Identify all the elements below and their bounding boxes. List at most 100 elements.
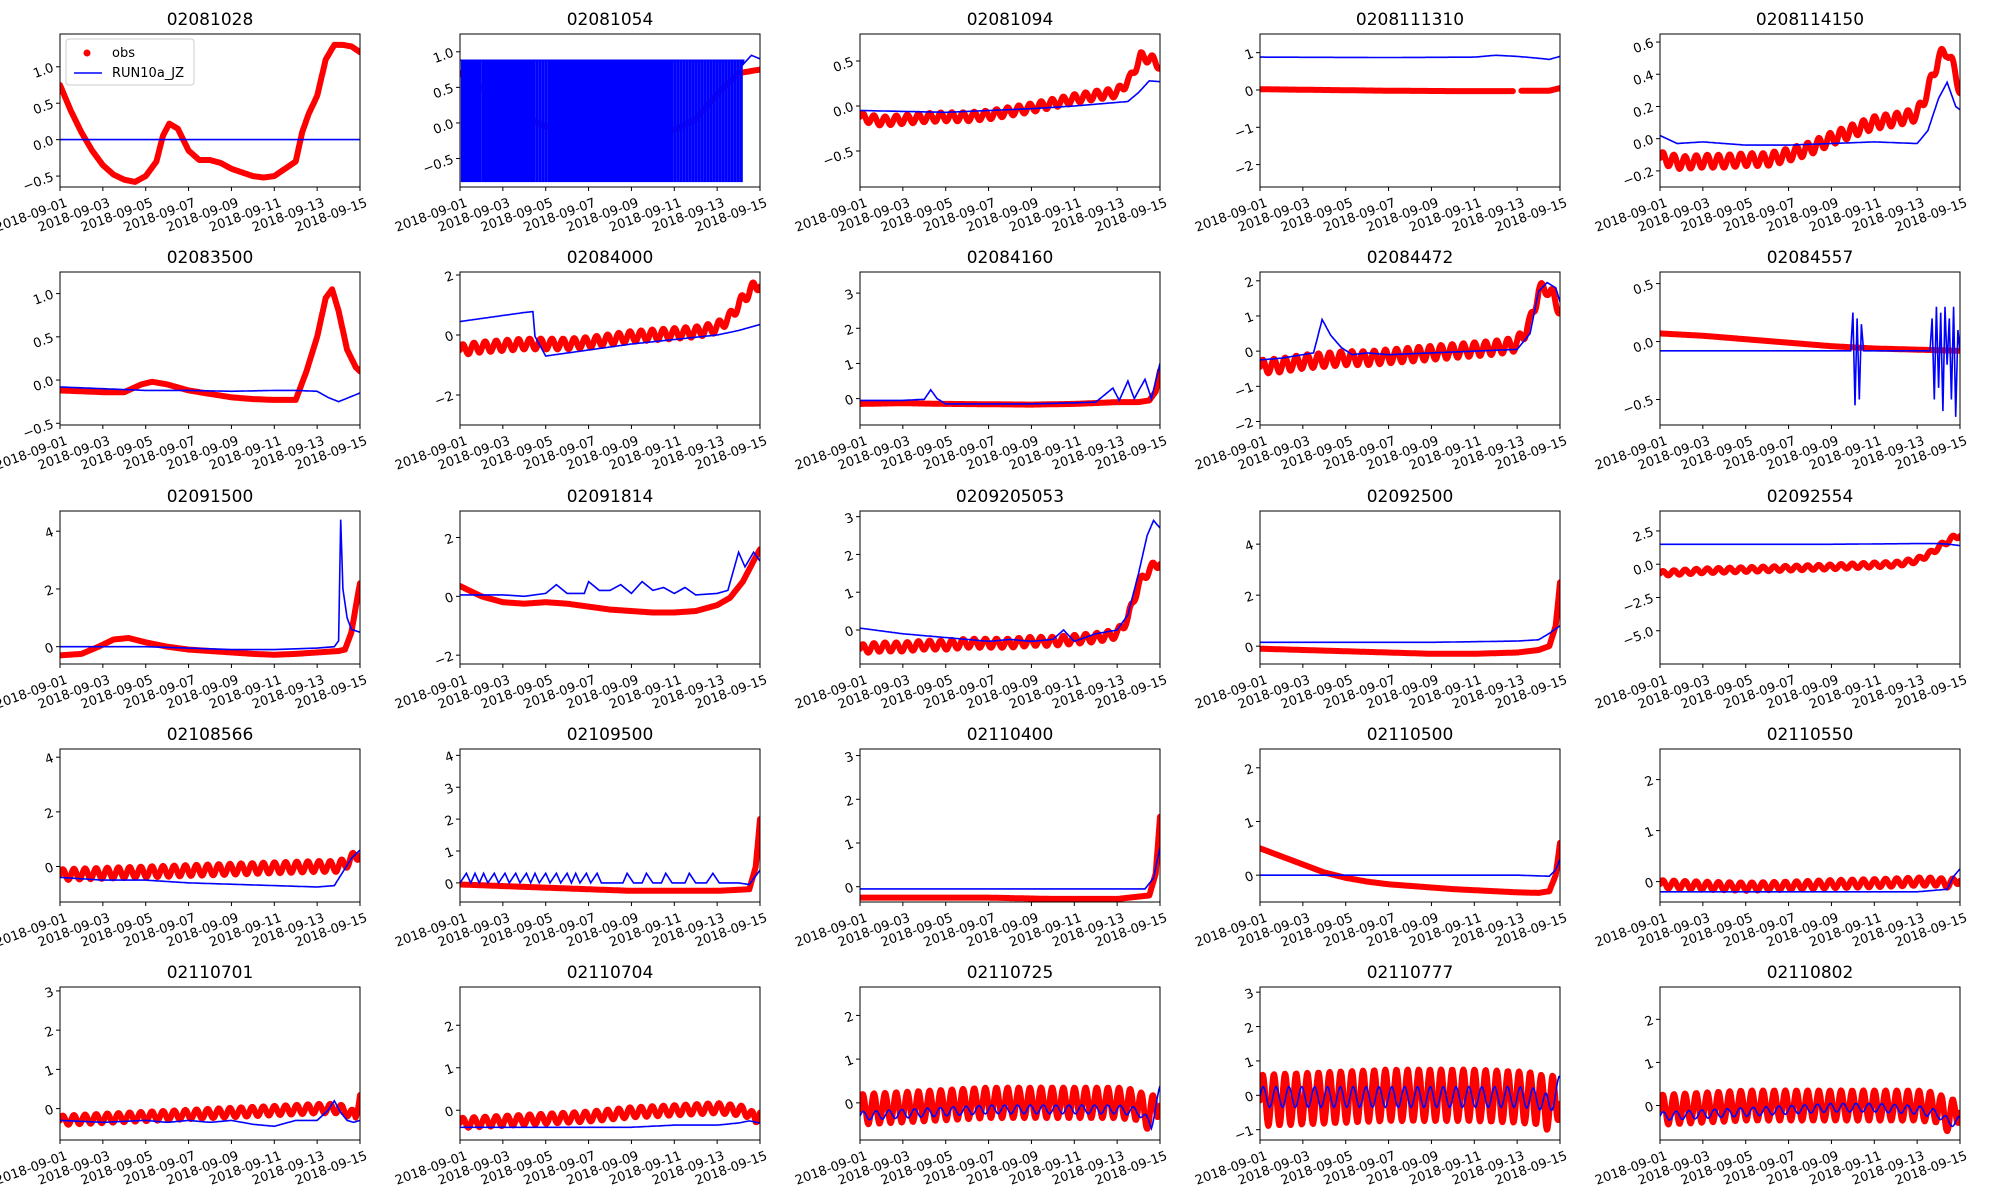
sim-series-line — [460, 869, 760, 886]
axes-frame — [859, 986, 1161, 1141]
y-tick-label: 0.0 — [1631, 133, 1656, 154]
y-tick-label: 1.0 — [31, 288, 56, 309]
panel-02110400: 0211040032102018-09-012018-09-032018-09-… — [793, 725, 1169, 951]
axes-frame — [59, 986, 361, 1141]
axes-frame — [459, 33, 761, 188]
obs-series-line — [860, 559, 1160, 656]
panel-title: 02110500 — [1367, 725, 1454, 745]
panel-title: 0208111310 — [1356, 10, 1464, 30]
y-tick-label: 0 — [443, 590, 456, 607]
panel-02110704: 021107042102018-09-012018-09-032018-09-0… — [393, 963, 769, 1189]
y-tick-label: −0.5 — [421, 152, 456, 177]
y-tick-label: 1 — [843, 357, 856, 374]
obs-series-line — [60, 286, 360, 403]
y-tick-label: 0.5 — [831, 55, 856, 76]
obs-series-line — [1660, 532, 1960, 579]
axes-frame — [859, 271, 1161, 426]
plot-area — [60, 519, 360, 659]
panel-title: 02110550 — [1767, 725, 1854, 745]
y-tick-label: 1 — [1243, 310, 1256, 327]
y-tick-label: 2 — [443, 813, 456, 830]
y-tick-label: 0 — [1243, 640, 1256, 657]
y-tick-label: 0 — [1243, 1089, 1256, 1106]
obs-series-line — [860, 813, 1160, 902]
plot-area — [460, 816, 760, 894]
sim-series-line — [1260, 625, 1560, 644]
plot-area — [860, 1084, 1160, 1132]
axes-frame — [1259, 33, 1561, 188]
obs-series-line — [1660, 874, 1960, 894]
y-tick-label: 0 — [1643, 875, 1656, 892]
y-tick-label: −0.5 — [1621, 393, 1656, 418]
obs-series-line — [1260, 280, 1560, 377]
y-tick-label: 2 — [443, 1019, 456, 1036]
plot-area — [460, 546, 760, 616]
axes-frame — [459, 986, 761, 1141]
panel-02084557: 020845570.50.0−0.52018-09-012018-09-0320… — [1593, 248, 1969, 474]
sim-series-line — [60, 849, 360, 888]
obs-series-line — [1260, 579, 1560, 657]
y-tick-label: 4 — [43, 751, 56, 768]
y-tick-label: −2 — [433, 389, 456, 410]
y-tick-label: 0.0 — [831, 100, 856, 121]
y-tick-label: 1 — [1643, 1056, 1656, 1073]
y-tick-label: 3 — [843, 287, 856, 304]
sim-series-line — [60, 386, 360, 403]
obs-series-segment-2 — [1518, 85, 1560, 94]
panel-0209205053: 020920505332102018-09-012018-09-032018-0… — [793, 487, 1169, 713]
y-tick-label: 0.0 — [31, 374, 56, 395]
panel-title: 02108566 — [167, 725, 254, 745]
y-tick-label: 3 — [1243, 986, 1256, 1003]
axes-frame — [59, 271, 361, 426]
y-tick-label: 0 — [843, 624, 856, 641]
obs-series-line — [1660, 1087, 1960, 1135]
sim-series-line — [1660, 80, 1960, 146]
sim-series-line — [860, 518, 1160, 643]
y-tick-label: 2.5 — [1631, 525, 1656, 546]
y-tick-label: −0.5 — [821, 145, 856, 170]
panel-02110701: 0211070132102018-09-012018-09-032018-09-… — [0, 963, 369, 1189]
y-tick-label: −2 — [433, 649, 456, 670]
y-tick-label: 2 — [443, 269, 456, 286]
obs-series-line — [1260, 839, 1560, 896]
y-tick-label: −2.5 — [1621, 591, 1656, 616]
panel-02110500: 021105002102018-09-012018-09-032018-09-0… — [1193, 725, 1569, 951]
y-tick-label: 0.2 — [1631, 100, 1656, 121]
y-tick-label: 0 — [443, 329, 456, 346]
panel-title: 02084557 — [1767, 248, 1854, 268]
panel-02108566: 021085664202018-09-012018-09-032018-09-0… — [0, 725, 369, 951]
axes-frame — [1659, 986, 1961, 1141]
panel-0208111310: 020811131010−1−22018-09-012018-09-032018… — [1193, 10, 1569, 236]
obs-series-line — [60, 1092, 360, 1128]
obs-series-line — [60, 849, 360, 883]
y-tick-label: 3 — [843, 749, 856, 766]
panel-02091814: 0209181420−22018-09-012018-09-032018-09-… — [393, 487, 769, 713]
panel-title: 02084472 — [1367, 248, 1454, 268]
y-tick-label: 4 — [443, 749, 456, 766]
y-tick-label: 1 — [1243, 815, 1256, 832]
panel-title: 02084160 — [967, 248, 1054, 268]
sim-series-line — [860, 79, 1160, 114]
plot-area — [460, 279, 760, 358]
y-tick-label: 1 — [843, 1053, 856, 1070]
obs-series-line — [460, 279, 760, 358]
plot-area — [60, 286, 360, 403]
axes-frame — [59, 33, 361, 188]
sim-series-line — [860, 363, 1160, 405]
y-tick-label: 0.0 — [431, 117, 456, 138]
panel-02110802: 021108022102018-09-012018-09-032018-09-0… — [1593, 963, 1969, 1189]
panel-title: 02084000 — [567, 248, 654, 268]
panel-title: 02110704 — [567, 963, 654, 983]
y-tick-label: 0 — [843, 881, 856, 898]
plot-area — [1660, 868, 1960, 894]
y-tick-label: 0.5 — [1631, 277, 1656, 298]
sim-series-line — [1260, 1075, 1560, 1112]
panel-02091500: 020915004202018-09-012018-09-032018-09-0… — [0, 487, 369, 713]
y-tick-label: 1 — [1643, 824, 1656, 841]
y-tick-label: 1 — [1243, 1055, 1256, 1072]
y-tick-label: 0.4 — [1631, 68, 1656, 89]
y-tick-label: 2 — [1643, 1013, 1656, 1030]
y-tick-label: 2 — [843, 322, 856, 339]
sim-series-line — [60, 1099, 360, 1128]
panel-title: 02109500 — [567, 725, 654, 745]
